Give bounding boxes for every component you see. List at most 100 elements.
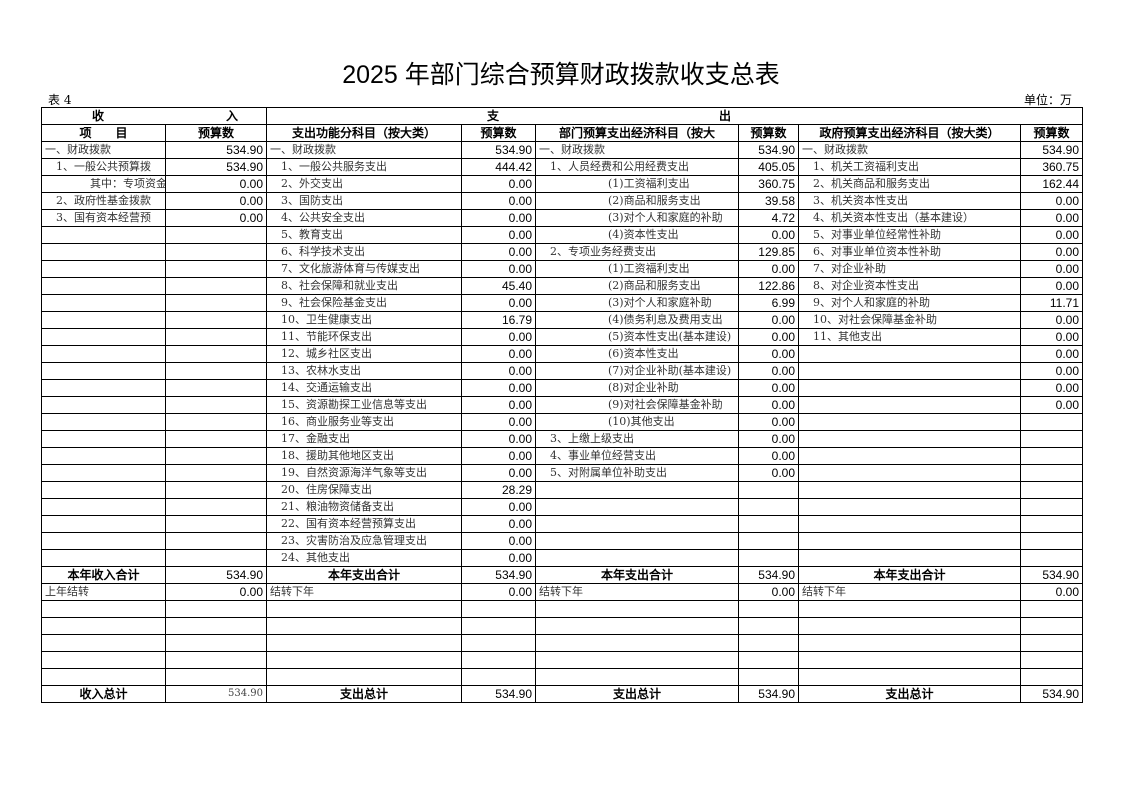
item-label-cell: 16、商业服务业等支出 — [266, 413, 462, 431]
empty-cell — [461, 668, 536, 686]
budget-amount-cell: 39.58 — [738, 192, 799, 210]
item-label-cell — [798, 345, 1021, 363]
budget-amount-cell: 0.00 — [1019, 243, 1084, 261]
budget-amount-cell: 534.90 — [165, 566, 267, 584]
item-label-cell: 其中：专项资金 — [41, 175, 166, 193]
table-row: 23、灾害防治及应急管理支出 0.00 — [41, 532, 1084, 550]
item-label-cell: 1、一般公共预算拨 — [41, 158, 166, 176]
empty-cell — [266, 668, 462, 686]
table-row: 15、资源勘探工业信息等支出 0.00 (9)对社会保障基金补助 0.00 0.00 — [41, 396, 1084, 414]
budget-amount-cell: 0.00 — [738, 311, 799, 329]
item-label-cell: 4、机关资本性支出（基本建设） — [798, 209, 1021, 227]
empty-cell — [738, 651, 799, 669]
item-label-cell — [41, 464, 166, 482]
budget-amount-cell — [1019, 413, 1084, 431]
item-label-cell — [41, 379, 166, 397]
table-row: 12、城乡社区支出 0.00 (6)资本性支出 0.00 0.00 — [41, 345, 1084, 363]
budget-amount-cell: 162.44 — [1019, 175, 1084, 193]
budget-amount-cell — [165, 260, 267, 278]
table-row: 11、节能环保支出 0.00 (5)资本性支出(基本建设) 0.00 11、其他支出 0.… — [41, 328, 1084, 346]
budget-amount-cell: 0.00 — [461, 260, 536, 278]
budget-amount-cell: 534.90 — [738, 685, 799, 703]
item-label-cell: 6、科学技术支出 — [266, 243, 462, 261]
budget-amount-cell: 0.00 — [165, 175, 267, 193]
item-label-cell — [798, 396, 1021, 414]
budget-amount-cell: 0.00 — [1019, 379, 1084, 397]
budget-amount-cell: 0.00 — [1019, 209, 1084, 227]
item-label-cell: 6、对事业单位资本性补助 — [798, 243, 1021, 261]
empty-cell — [461, 634, 536, 652]
empty-row — [41, 651, 1084, 669]
empty-cell — [165, 600, 267, 618]
table-row: 6、科学技术支出 0.00 2、专项业务经费支出 129.85 6、对事业单位资本性补助… — [41, 243, 1084, 261]
budget-amount-cell — [165, 532, 267, 550]
table-row: 13、农林水支出 0.00 (7)对企业补助(基本建设) 0.00 0.00 — [41, 362, 1084, 380]
item-label-cell: 9、社会保险基金支出 — [266, 294, 462, 312]
empty-cell — [165, 651, 267, 669]
budget-amount-cell: 0.00 — [461, 226, 536, 244]
item-label-cell — [41, 260, 166, 278]
income-left: 收 — [92, 109, 105, 123]
budget-amount-cell — [165, 294, 267, 312]
item-label-cell: (1)工资福利支出 — [535, 175, 739, 193]
budget-amount-cell: 0.00 — [461, 209, 536, 227]
empty-row — [41, 668, 1084, 686]
budget-amount-cell — [1019, 515, 1084, 533]
item-label-cell: 5、对事业单位经常性补助 — [798, 226, 1021, 244]
item-label-cell — [41, 447, 166, 465]
item-label-cell — [798, 464, 1021, 482]
item-label-cell — [798, 481, 1021, 499]
budget-amount-cell: 预算数 — [461, 124, 536, 142]
budget-amount-cell — [165, 328, 267, 346]
item-label-cell: 支出总计 — [798, 685, 1021, 703]
item-label-cell: (10)其他支出 — [535, 413, 739, 431]
table-row: 14、交通运输支出 0.00 (8)对企业补助 0.00 0.00 — [41, 379, 1084, 397]
budget-amount-cell: 0.00 — [1019, 226, 1084, 244]
item-label-cell — [41, 226, 166, 244]
item-label-cell — [798, 430, 1021, 448]
item-label-cell — [798, 413, 1021, 431]
item-label-cell: 1、人员经费和公用经费支出 — [535, 158, 739, 176]
budget-amount-cell: 0.00 — [461, 430, 536, 448]
item-label-cell — [41, 498, 166, 516]
item-label-cell: 一、财政拨款 — [798, 141, 1021, 159]
budget-amount-cell: 0.00 — [1019, 328, 1084, 346]
table-row: 20、住房保障支出 28.29 — [41, 481, 1084, 499]
empty-cell — [41, 651, 166, 669]
item-label-cell — [41, 294, 166, 312]
budget-amount-cell: 0.00 — [461, 396, 536, 414]
item-label-cell: 2、外交支出 — [266, 175, 462, 193]
budget-amount-cell — [165, 226, 267, 244]
budget-amount-cell: 444.42 — [461, 158, 536, 176]
budget-amount-cell: 0.00 — [461, 175, 536, 193]
item-label-cell: 14、交通运输支出 — [266, 379, 462, 397]
item-label-cell: 结转下年 — [266, 583, 462, 601]
expense-group-header: 支出 — [265, 107, 1084, 125]
item-label-cell: 一、财政拨款 — [535, 141, 739, 159]
table-row: 19、自然资源海洋气象等支出 0.00 5、对附属单位补助支出 0.00 — [41, 464, 1084, 482]
budget-amount-cell: 0.00 — [738, 328, 799, 346]
budget-amount-cell: 0.00 — [461, 532, 536, 550]
budget-amount-cell: 0.00 — [1019, 362, 1084, 380]
item-label-cell: 项 目 — [41, 124, 166, 142]
item-label-cell — [798, 549, 1021, 567]
carryover-row: 上年结转 0.00 结转下年 0.00 结转下年 0.00 结转下年 0.00 — [41, 583, 1084, 601]
item-label-cell — [535, 481, 739, 499]
budget-amount-cell: 0.00 — [738, 226, 799, 244]
budget-amount-cell: 0.00 — [165, 583, 267, 601]
budget-amount-cell: 0.00 — [738, 379, 799, 397]
budget-amount-cell — [1019, 430, 1084, 448]
budget-amount-cell: 0.00 — [1019, 260, 1084, 278]
empty-cell — [165, 617, 267, 635]
empty-cell — [1019, 668, 1084, 686]
budget-amount-cell: 0.00 — [1019, 311, 1084, 329]
budget-amount-cell: 122.86 — [738, 277, 799, 295]
item-label-cell: 支出总计 — [266, 685, 462, 703]
income-group-header: 收入 — [41, 107, 267, 125]
item-label-cell — [41, 430, 166, 448]
budget-amount-cell — [165, 362, 267, 380]
table-row: 1、一般公共预算拨 534.90 1、一般公共服务支出 444.42 1、人员经费和公用… — [41, 158, 1084, 176]
budget-amount-cell: 4.72 — [738, 209, 799, 227]
budget-amount-cell: 0.00 — [1019, 345, 1084, 363]
item-label-cell: 部门预算支出经济科目（按大 — [535, 124, 739, 142]
